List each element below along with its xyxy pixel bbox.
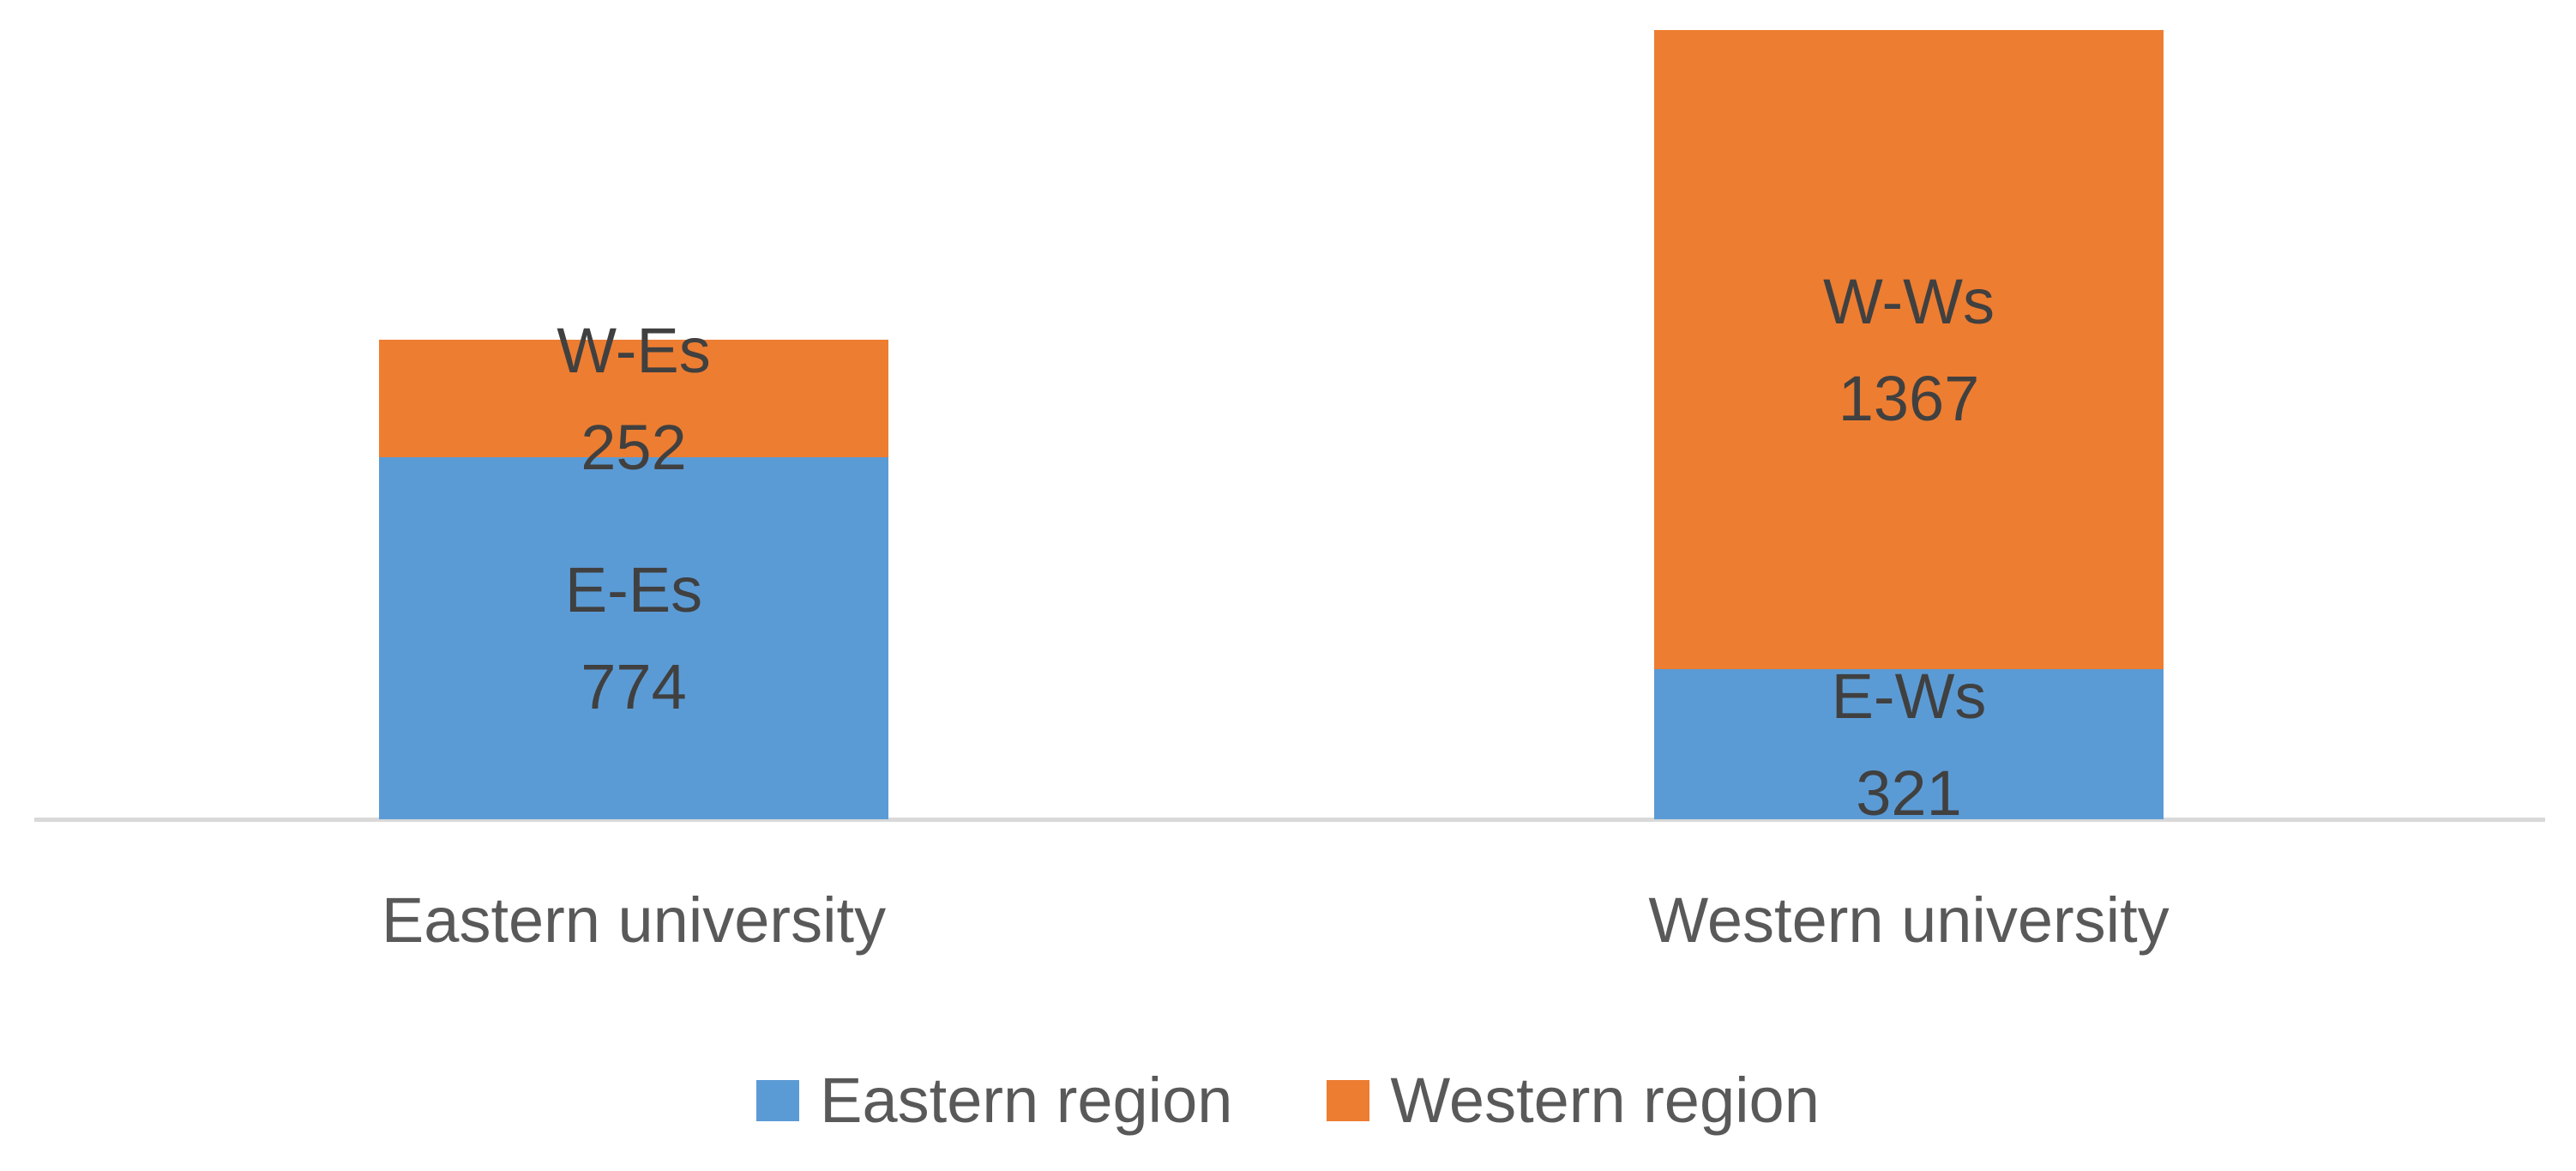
bar-segment-eastern-region-western-university: E-Ws 321 xyxy=(1654,661,2164,829)
legend-swatch-eastern-region xyxy=(756,1079,800,1121)
x-axis-line xyxy=(34,818,2545,822)
legend: Eastern region Western region xyxy=(0,1065,2576,1135)
data-label: E-Es 774 xyxy=(565,541,702,735)
legend-item-western-region: Western region xyxy=(1327,1065,1820,1136)
data-label-value: 1367 xyxy=(1838,362,1980,434)
bar-segment-eastern-region-eastern-university: E-Es 774 xyxy=(379,457,888,819)
data-label-series: E-Ws xyxy=(1831,660,1987,732)
category-label-eastern-university: Eastern university xyxy=(381,884,887,956)
data-label: E-Ws 321 xyxy=(1832,648,1987,842)
data-label-series: W-Es xyxy=(557,314,711,386)
data-label-series: E-Es xyxy=(564,554,703,625)
category-label-western-university: Western university xyxy=(1648,884,2170,956)
legend-swatch-western-region xyxy=(1327,1079,1370,1121)
bar-segment-western-region-eastern-university: W-Es 252 xyxy=(379,315,888,483)
data-label-value: 252 xyxy=(581,411,687,483)
data-label: W-Ws 1367 xyxy=(1823,253,1995,447)
data-label-series: W-Ws xyxy=(1823,265,1995,337)
data-label: W-Es 252 xyxy=(557,302,711,496)
data-label-value: 774 xyxy=(581,651,687,722)
legend-label: Eastern region xyxy=(820,1065,1233,1136)
bar-eastern-university: W-Es 252 E-Es 774 xyxy=(379,315,888,819)
bar-western-university: W-Ws 1367 E-Ws 321 xyxy=(1654,30,2164,829)
legend-item-eastern-region: Eastern region xyxy=(756,1065,1232,1135)
data-label-value: 321 xyxy=(1856,757,1962,829)
bar-segment-western-region-western-university: W-Ws 1367 xyxy=(1654,30,2164,669)
legend-label: Western region xyxy=(1390,1065,1820,1136)
